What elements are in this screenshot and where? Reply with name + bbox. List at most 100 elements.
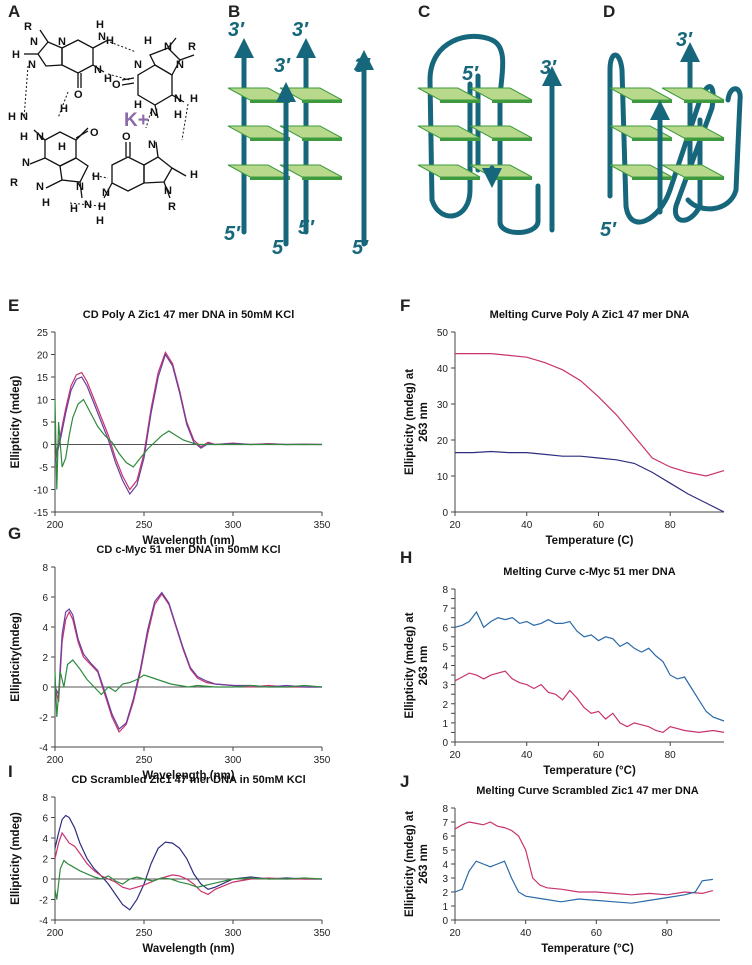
guanine-plate-edge <box>632 138 672 141</box>
guanine-plate-edge <box>684 100 724 103</box>
x-tick-label: 250 <box>136 520 153 531</box>
x-tick-label: 20 <box>449 928 461 939</box>
y-tick-label: 25 <box>37 328 49 339</box>
series-line-blue <box>454 860 713 904</box>
dna-strand <box>607 52 716 225</box>
y-tick-label: -2 <box>39 713 48 724</box>
tetramolecular-quadruplex-diagram: 3′ 3′3′ 3′5′ 5′5′ 5′ <box>224 19 374 259</box>
panel-label-c: C <box>418 2 431 21</box>
y-tick-label: 1 <box>442 719 448 730</box>
chart-title: Melting Curve c-Myc 51 mer DNA <box>503 566 675 578</box>
y-axis-label-line: 263 nm <box>418 402 430 442</box>
three-prime-label: 3′ <box>354 55 371 77</box>
intramolecular-quadruplex-diagram: 3′ 5′ <box>600 29 743 241</box>
y-tick-label: 5 <box>42 418 48 429</box>
y-tick-label: 50 <box>437 328 449 339</box>
x-tick-label: 250 <box>136 928 153 939</box>
atom-label: O <box>74 89 83 101</box>
atom-label: R <box>168 201 176 213</box>
x-tick-label: 200 <box>47 928 64 939</box>
y-tick-label: 4 <box>442 662 448 673</box>
guanine-top-left <box>24 29 109 88</box>
dna-strand <box>427 33 541 235</box>
y-tick-label: 10 <box>37 396 49 407</box>
atom-label: O <box>112 79 121 91</box>
y-tick-label: 0 <box>442 738 448 749</box>
y-tick-label: 6 <box>442 832 448 843</box>
y-tick-label: 8 <box>442 585 448 596</box>
guanine-plate <box>609 87 673 101</box>
panel-label-h: H <box>400 548 413 567</box>
y-tick-label: 5 <box>442 642 448 653</box>
atom-label: H <box>20 131 28 143</box>
atom-label: H <box>12 49 20 61</box>
chart-title: CD c-Myc 51 mer DNA in 50mM KCl <box>96 544 280 556</box>
atom-label: R <box>188 41 196 53</box>
y-tick-label: 4 <box>42 623 48 634</box>
atom-label: N <box>148 139 156 151</box>
atom-label: N <box>94 64 102 76</box>
atom-labels: R N H N N N H H N H O H H N R N O N N H … <box>8 19 198 227</box>
y-axis-label: Ellipticity(mdeg) <box>10 612 22 702</box>
panel-label-i: I <box>8 762 13 781</box>
y-tick-label: -15 <box>34 508 49 519</box>
five-prime-label: 5′ <box>600 219 617 241</box>
panel-label-j: J <box>400 772 410 791</box>
x-tick-label: 350 <box>314 520 331 531</box>
atom-label: N <box>58 36 66 48</box>
atom-label: N <box>36 131 44 143</box>
y-tick-label: 10 <box>437 472 449 483</box>
x-axis-label: Wavelength (nm) <box>142 943 234 955</box>
atom-label: O <box>122 131 131 143</box>
y-axis-label-line: 263 nm <box>418 844 430 884</box>
y-tick-label: 20 <box>37 351 49 362</box>
atom-label: R <box>24 21 32 33</box>
y-axis-label: Ellipticity (mdeg) <box>10 812 22 905</box>
guanine-plate-edge <box>684 177 724 180</box>
x-tick-label: 200 <box>47 520 64 531</box>
three-prime-label: 3′ <box>292 19 309 41</box>
y-tick-label: -2 <box>39 896 48 907</box>
panel-label-b: B <box>228 2 241 21</box>
atom-label: H <box>98 201 106 213</box>
x-tick-label: 300 <box>225 928 242 939</box>
y-tick-label: 5 <box>442 846 448 857</box>
x-tick-label: 60 <box>593 520 605 531</box>
x-tick-label: 40 <box>521 520 533 531</box>
y-tick-label: 6 <box>42 593 48 604</box>
panel-label-d: D <box>603 2 616 21</box>
atom-label: O <box>90 127 99 139</box>
y-tick-label: 2 <box>42 653 48 664</box>
chart-title: Melting Curve Scrambled Zic1 47 mer DNA <box>476 785 699 797</box>
y-tick-label: 2 <box>42 855 48 866</box>
guanine-plate <box>609 125 673 139</box>
x-tick-label: 300 <box>225 520 242 531</box>
atom-label: H <box>60 103 68 115</box>
y-tick-label: 30 <box>437 400 449 411</box>
series-line-navy <box>455 450 725 513</box>
x-tick-label: 200 <box>47 755 64 766</box>
guanine-plate-edge <box>302 138 342 141</box>
atom-label: N <box>98 31 106 43</box>
atom-label: H <box>70 203 78 215</box>
atom-label: R <box>10 177 18 189</box>
five-prime-label: 5′ <box>224 223 241 245</box>
chart-title: Melting Curve Poly A Zic1 47 mer DNA <box>490 309 690 321</box>
x-tick-label: 40 <box>520 928 532 939</box>
x-axis-label: Wavelength (nm) <box>142 770 234 782</box>
y-axis-label-line: Ellipticity (mdeg) at <box>404 369 416 475</box>
atom-label: N <box>150 107 158 119</box>
atom-label: H <box>174 109 182 121</box>
series-line-green <box>54 659 323 718</box>
y-tick-label: 3 <box>442 681 448 692</box>
atom-label: H <box>92 171 100 183</box>
x-axis-label: Temperature (°C) <box>541 943 634 955</box>
guanine-plate-edge <box>492 100 532 103</box>
panel-label-e: E <box>8 296 20 315</box>
melting-poly-a-chart: Melting Curve Poly A Zic1 47 mer DNA 0 10 2… <box>404 309 725 547</box>
guanine-plate <box>227 125 291 139</box>
atom-label: H <box>8 111 16 123</box>
guanine-plate-edge <box>492 138 532 141</box>
x-tick-label: 250 <box>136 755 153 766</box>
